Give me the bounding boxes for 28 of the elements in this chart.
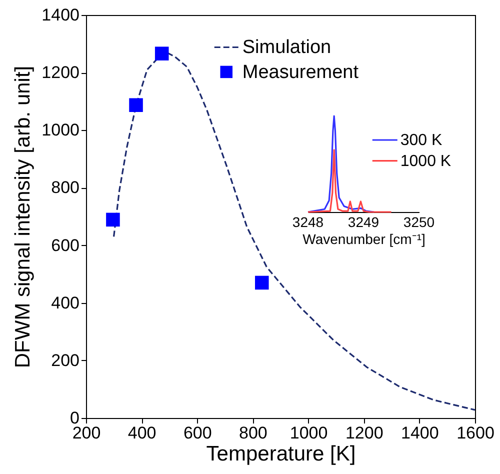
y-tick-label: 400: [51, 293, 80, 312]
y-tick-label: 600: [51, 236, 80, 255]
legend-label: 1000 K: [400, 152, 452, 170]
point: [154, 46, 169, 60]
legend-label: Simulation: [242, 37, 332, 58]
y-tick-label: 1200: [42, 63, 80, 82]
legend-label: 300 K: [400, 132, 443, 149]
y-tick-label: 1400: [42, 6, 80, 24]
x-tick-label: 3249: [348, 214, 380, 230]
y-axis-title: DFWM signal intensity [arb. unit]: [12, 66, 35, 368]
y-tick-label: 800: [51, 178, 80, 198]
x-tick-label: 3250: [403, 214, 435, 230]
y-tick-label: 1000: [42, 120, 80, 140]
x-tick-label: 600: [183, 424, 212, 442]
x-tick-label: 400: [128, 424, 156, 442]
x-axis-title: Temperature [K]: [206, 442, 356, 466]
x-tick-label: 3248: [292, 214, 324, 230]
y-tick-label: 200: [51, 350, 80, 370]
legend-label: Measurement: [242, 62, 360, 83]
point: [129, 98, 143, 112]
point: [106, 212, 120, 227]
point: [254, 276, 269, 290]
x-tick-label: 1000: [290, 424, 328, 442]
x-tick-label: 1200: [345, 424, 384, 442]
x-tick-label: 1400: [401, 424, 439, 442]
x-axis-title: Wavenumber [cm⁻¹]: [302, 231, 426, 247]
x-tick-label: 800: [239, 424, 268, 442]
x-tick-label: 1600: [456, 424, 494, 442]
